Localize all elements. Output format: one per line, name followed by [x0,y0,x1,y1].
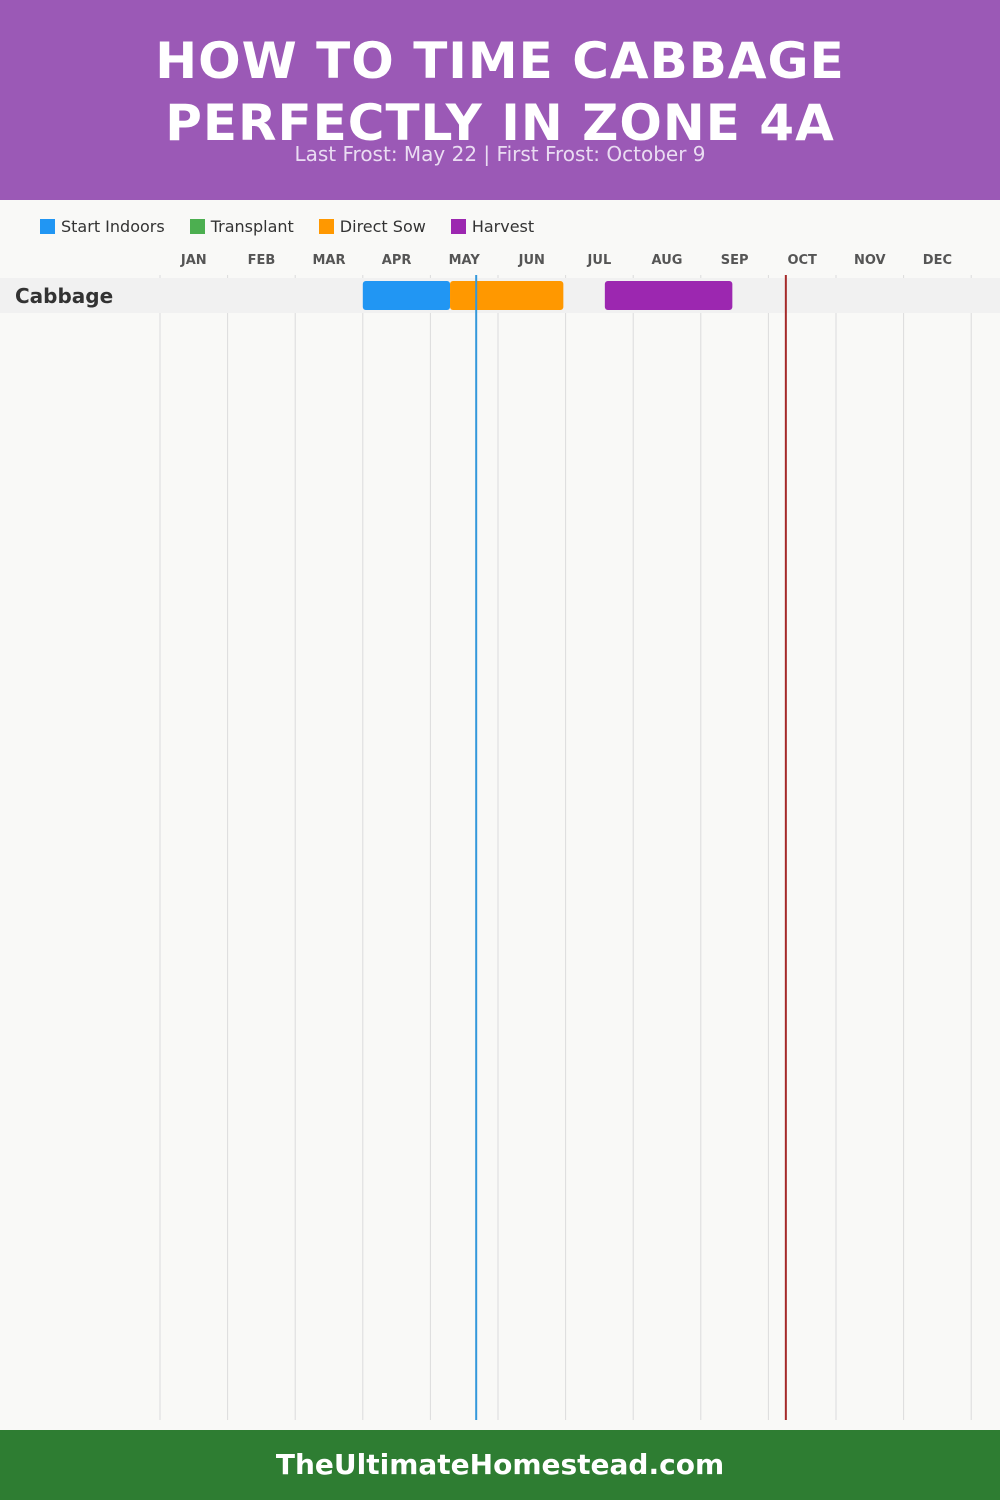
legend-item-start-indoors: Start Indoors [40,217,165,236]
legend-label-direct-sow: Direct Sow [339,216,426,236]
crop-label-cabbage: Cabbage [15,284,113,308]
legend-swatch-harvest [450,218,466,234]
month-label-jan: JAN [180,253,207,268]
planting-calendar-chart: JAN FEB MAR APR MAY JUN JUL AUG SEP OCT NOV DEC Cabb… [0,253,1000,1420]
month-label-feb: FEB [248,253,276,268]
legend-label-transplant: Transplant [210,216,294,236]
legend-item-transplant: Transplant [189,216,294,236]
legend-swatch-direct-sow [318,218,334,234]
legend-item-harvest: Harvest [450,216,535,236]
bar-direct-sow [450,281,564,310]
month-label-apr: APR [382,253,412,268]
footer-banner: TheUltimateHomestead.com [0,1430,1000,1500]
legend-item-direct-sow: Direct Sow [318,216,426,236]
title-line-1: HOW TO TIME CABBAGE [155,32,845,90]
legend-swatch-start-indoors [40,218,55,234]
month-label-mar: MAR [312,253,345,268]
month-label-jun: JUN [518,253,545,268]
bar-harvest [604,281,733,310]
frost-dates-subtitle: Last Frost: May 22 | First Frost: Octobe… [294,142,706,166]
bar-start-indoors [362,281,451,310]
legend: Start Indoors Transplant Direct Sow Harv… [40,214,559,238]
month-label-aug: AUG [652,253,683,268]
legend-label-harvest: Harvest [471,216,535,236]
month-label-sep: SEP [721,253,749,268]
header-banner: HOW TO TIME CABBAGE PERFECTLY IN ZONE 4A… [0,0,1000,200]
footer-site-link[interactable]: TheUltimateHomestead.com [275,1448,725,1481]
month-label-dec: DEC [923,253,952,268]
title-line-2: PERFECTLY IN ZONE 4A [165,94,835,152]
legend-swatch-transplant [189,218,205,234]
legend-label-start-indoors: Start Indoors [61,216,165,236]
month-label-nov: NOV [854,253,886,268]
month-label-oct: OCT [787,253,817,268]
page-title: HOW TO TIME CABBAGE PERFECTLY IN ZONE 4A [0,30,1000,154]
month-label-may: MAY [449,253,481,268]
month-label-jul: JUL [587,253,612,268]
